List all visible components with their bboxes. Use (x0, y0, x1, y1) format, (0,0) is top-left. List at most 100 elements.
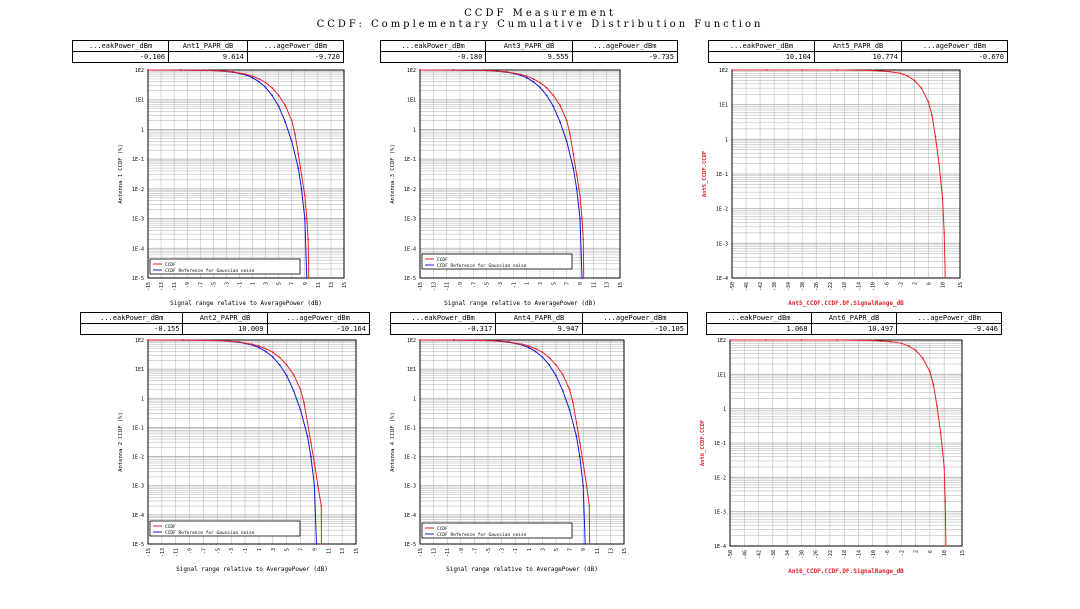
data-point (945, 545, 947, 547)
y-tick-label: 1E2 (135, 338, 144, 344)
data-point (548, 356, 551, 359)
y-tick-label: 1E-5 (404, 276, 416, 282)
x-tick-label: -6 (884, 282, 890, 288)
data-point (320, 505, 323, 507)
x-tick-label: -3 (500, 548, 506, 554)
data-point (521, 343, 523, 346)
data-point (585, 484, 588, 487)
y-tick-label: 1E1 (407, 98, 416, 104)
x-tick-label: -26 (814, 282, 820, 291)
x-tick-label: -34 (785, 550, 791, 559)
y-tick-label: 1E-4 (404, 513, 416, 519)
data-point (218, 70, 221, 72)
x-tick-label: 1 (257, 548, 263, 551)
data-point (552, 105, 555, 108)
x-tick-label: -9 (185, 282, 191, 288)
y-tick-label: 1E1 (717, 372, 726, 378)
data-point (561, 373, 564, 376)
y-tick-label: 1E-3 (404, 484, 416, 490)
y-tick-label: 1E-2 (716, 207, 728, 213)
table-cell: -9.446 (896, 323, 1002, 335)
data-point (251, 76, 254, 79)
x-tick-label: 7 (290, 282, 296, 285)
x-tick-label: -30 (800, 282, 806, 291)
x-tick-label: 15 (342, 282, 348, 288)
data-point (836, 69, 839, 71)
x-tick-label: -34 (786, 282, 792, 291)
x-tick-label: 15 (958, 282, 964, 288)
data-point (251, 75, 254, 78)
legend-label: CCDF (165, 524, 176, 530)
data-point (292, 389, 295, 392)
table-cell: -9.735 (571, 51, 679, 63)
y-tick-label: 1E-2 (404, 455, 416, 461)
data-point (871, 339, 874, 342)
x-tick-label: 11 (595, 548, 601, 554)
data-point (534, 347, 537, 350)
data-point (581, 217, 583, 220)
x-tick-label: 1 (525, 282, 531, 285)
ant4-summary-table: ...eakPower_dBm Ant4_PAPR_dB ...agePower_d… (389, 312, 689, 335)
x-tick-label: -9 (188, 548, 194, 554)
data-point (300, 187, 303, 190)
table-cell: 9.555 (485, 51, 573, 63)
legend-box (149, 258, 301, 275)
x-tick-label: -11 (445, 548, 451, 557)
data-point (559, 104, 561, 107)
data-point (888, 70, 891, 73)
x-tick-label: -2 (899, 550, 905, 556)
x-tick-label: -15 (418, 282, 424, 291)
legend-label: CCDF Reference for Gaussian noise (165, 530, 255, 536)
x-tick-label: -7 (201, 548, 207, 554)
x-tick-label: 13 (340, 548, 346, 554)
data-point (303, 401, 305, 404)
data-point (179, 69, 182, 71)
x-tick-label: -38 (772, 282, 778, 291)
data-point (306, 421, 309, 424)
data-point (932, 383, 935, 386)
data-point (931, 114, 933, 117)
x-axis-label: Signal range relative to AveragePower (d… (176, 566, 328, 573)
data-point (539, 81, 541, 84)
data-point (934, 135, 937, 138)
table-cell: -0.155 (79, 323, 184, 335)
x-axis-label: Signal range relative to AveragePower (d… (444, 300, 596, 307)
x-tick-label: 7 (565, 282, 571, 285)
x-tick-label: -50 (730, 282, 736, 291)
y-tick-label: 1E-2 (714, 475, 726, 481)
data-point (264, 81, 267, 84)
x-tick-label: -22 (828, 282, 834, 291)
legend-label: CCDF (437, 526, 448, 532)
data-point (480, 339, 483, 342)
x-tick-label: -1 (243, 548, 249, 554)
data-point (507, 341, 510, 343)
x-tick-label: -1 (513, 548, 519, 554)
legend-label: CCDF (165, 262, 176, 268)
y-tick-label: 1E-3 (132, 217, 144, 223)
x-tick-label: -46 (742, 550, 748, 559)
table-cell: 1.068 (706, 323, 812, 335)
data-point (579, 194, 581, 197)
y-axis-label: Antenna 2 CCDF (%) (118, 412, 124, 472)
data-point (584, 543, 587, 545)
data-point (285, 374, 288, 377)
x-tick-label: 15 (960, 550, 966, 556)
data-point (541, 356, 544, 358)
x-tick-label: -11 (445, 282, 451, 291)
data-point (271, 94, 274, 97)
y-axis-label: Ant5_CCDF.CCDF (702, 151, 708, 197)
data-point (284, 104, 287, 107)
x-tick-label: 5 (277, 282, 283, 285)
x-tick-label: -1 (511, 282, 517, 288)
table-cell: -0.106 (71, 51, 170, 63)
x-tick-label: -6 (885, 550, 891, 556)
table-cell: 10.104 (707, 51, 816, 63)
x-tick-label: -18 (842, 550, 848, 559)
data-point (764, 339, 767, 341)
data-point (568, 408, 571, 411)
data-point (943, 466, 946, 468)
